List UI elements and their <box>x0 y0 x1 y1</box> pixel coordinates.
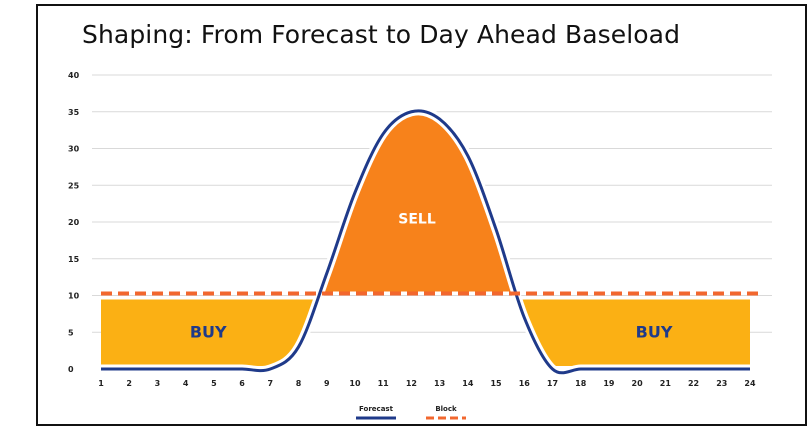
y-tick-label: 20 <box>68 218 80 227</box>
x-tick-label: 11 <box>378 379 390 388</box>
x-tick-label: 5 <box>211 379 217 388</box>
x-tick-label: 1 <box>98 379 104 388</box>
x-tick-label: 7 <box>268 379 274 388</box>
y-tick-label: 5 <box>68 328 74 337</box>
sell-label: SELL <box>398 211 436 227</box>
y-tick-label: 25 <box>68 181 80 190</box>
x-tick-label: 20 <box>632 379 644 388</box>
y-tick-label: 15 <box>68 255 80 264</box>
x-tick-label: 17 <box>547 379 558 388</box>
line-layer <box>101 106 758 378</box>
buy-label: BUY <box>636 322 673 341</box>
x-tick-label: 3 <box>155 379 161 388</box>
x-tick-label: 24 <box>744 379 756 388</box>
x-tick-label: 22 <box>688 379 699 388</box>
x-tick-label: 18 <box>575 379 587 388</box>
legend: Forecast Block <box>356 405 466 420</box>
x-tick-label: 12 <box>406 379 417 388</box>
x-tick-label: 21 <box>660 379 672 388</box>
buy-label: BUY <box>190 322 227 341</box>
x-tick-label: 14 <box>462 379 474 388</box>
x-tick-label: 9 <box>324 379 330 388</box>
y-tick-label: 10 <box>68 292 80 301</box>
y-tick-label: 40 <box>68 71 80 80</box>
x-tick-label: 16 <box>519 379 531 388</box>
x-tick-label: 4 <box>183 379 189 388</box>
x-tick-label: 19 <box>603 379 615 388</box>
x-tick-label: 2 <box>126 379 132 388</box>
y-tick-label: 35 <box>68 108 80 117</box>
x-tick-label: 8 <box>296 379 302 388</box>
annotation-layer: SELL BUY BUY <box>190 211 673 341</box>
x-tick-label: 6 <box>239 379 245 388</box>
chart-title: Shaping: From Forecast to Day Ahead Base… <box>82 20 681 49</box>
x-tick-label: 23 <box>716 379 727 388</box>
y-tick-label: 0 <box>68 365 74 374</box>
legend-label: Forecast <box>359 405 394 413</box>
x-tick-label: 13 <box>434 379 445 388</box>
forecast-line <box>101 109 750 375</box>
x-tick-label: 15 <box>490 379 502 388</box>
legend-label: Block <box>435 405 457 413</box>
x-tick-label: 10 <box>349 379 361 388</box>
y-tick-label: 30 <box>68 145 80 154</box>
